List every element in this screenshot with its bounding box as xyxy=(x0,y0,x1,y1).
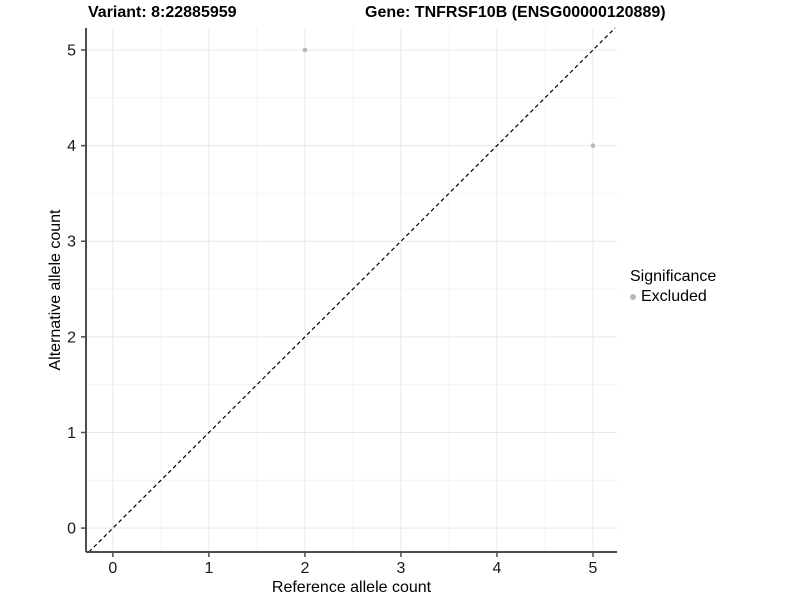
x-tick-label: 1 xyxy=(204,560,213,577)
y-tick-label: 1 xyxy=(67,425,76,442)
y-axis-label: Alternative allele count xyxy=(47,209,64,371)
x-tick-label: 4 xyxy=(493,560,502,577)
legend: Significance Excluded xyxy=(630,268,716,306)
x-axis-label: Reference allele count xyxy=(271,579,432,596)
x-tick-label: 3 xyxy=(396,560,405,577)
legend-item-excluded: Excluded xyxy=(630,288,716,306)
x-tick-label: 0 xyxy=(108,560,117,577)
x-tick-label: 5 xyxy=(589,560,598,577)
y-tick-label: 4 xyxy=(67,138,76,155)
data-point xyxy=(590,143,596,148)
y-tick-label: 5 xyxy=(67,42,76,59)
legend-title: Significance xyxy=(630,268,717,285)
y-tick-label: 3 xyxy=(67,234,76,251)
x-tick-label: 2 xyxy=(300,560,309,577)
y-tick-label: 2 xyxy=(67,329,76,346)
y-tick-label: 0 xyxy=(67,521,76,538)
legend-item-label: Excluded xyxy=(641,288,707,305)
identity-line xyxy=(88,27,616,553)
legend-point-icon xyxy=(630,294,636,300)
data-point xyxy=(302,47,308,53)
plot-title-gene: Gene: TNFRSF10B (ENSG00000120889) xyxy=(365,4,666,21)
plot-title-variant: Variant: 8:22885959 xyxy=(88,4,237,21)
